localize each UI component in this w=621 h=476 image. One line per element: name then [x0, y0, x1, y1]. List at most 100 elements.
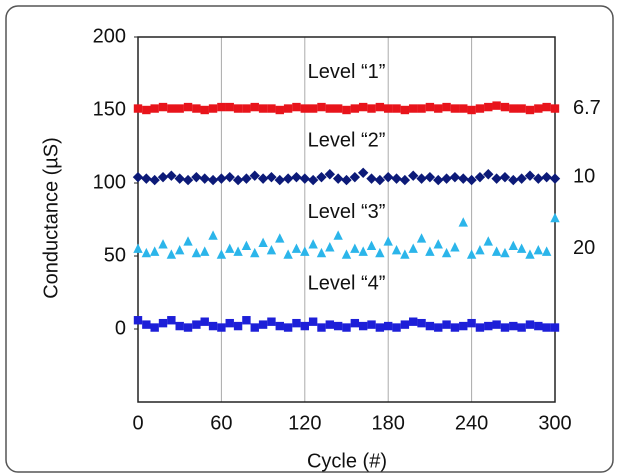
point — [491, 173, 502, 184]
point — [333, 104, 343, 113]
point — [392, 323, 401, 332]
point — [475, 104, 485, 113]
point — [282, 173, 294, 184]
point — [433, 239, 443, 249]
point — [208, 321, 218, 331]
point — [499, 171, 511, 183]
point — [200, 105, 209, 115]
point — [258, 104, 268, 113]
series-label: Level “3” — [308, 201, 386, 223]
point — [442, 320, 451, 329]
point — [542, 102, 551, 112]
point — [157, 171, 169, 183]
point — [508, 240, 518, 250]
right-label: 10 — [573, 165, 595, 187]
point — [434, 104, 443, 113]
point — [442, 102, 451, 112]
point — [258, 237, 268, 248]
point — [142, 320, 151, 329]
point — [300, 321, 309, 331]
point — [516, 243, 527, 253]
point — [500, 102, 510, 112]
x-tick-label: 120 — [288, 412, 321, 434]
point — [149, 174, 160, 186]
point — [541, 171, 552, 183]
point — [217, 102, 226, 112]
point — [400, 320, 410, 329]
point — [400, 105, 410, 115]
point — [341, 249, 352, 259]
x-tick-label: 0 — [132, 412, 143, 434]
point — [383, 171, 394, 183]
point — [242, 104, 251, 113]
point — [534, 321, 543, 331]
point — [183, 323, 193, 332]
point — [225, 318, 234, 328]
point — [433, 174, 444, 186]
point — [517, 104, 526, 113]
point — [133, 104, 143, 113]
point — [350, 318, 360, 328]
point — [466, 174, 477, 186]
point — [467, 105, 476, 115]
point — [516, 173, 527, 184]
point — [307, 174, 319, 186]
point — [266, 244, 277, 255]
point — [392, 104, 401, 113]
point — [217, 323, 226, 332]
right-label: 6.7 — [573, 97, 601, 119]
point — [525, 249, 535, 259]
point — [349, 171, 361, 183]
y-tick-label: 0 — [115, 317, 126, 339]
point — [199, 173, 210, 184]
point — [266, 171, 277, 183]
point — [509, 104, 518, 113]
point — [132, 171, 144, 183]
point — [166, 170, 177, 181]
point — [316, 171, 327, 183]
point — [233, 246, 243, 256]
point — [450, 242, 460, 252]
point — [267, 104, 276, 113]
point — [299, 173, 310, 184]
point — [391, 173, 402, 184]
point — [275, 105, 284, 115]
point — [283, 323, 293, 332]
point — [425, 246, 435, 256]
y-tick-label: 100 — [93, 171, 126, 193]
point — [250, 102, 259, 112]
point — [483, 236, 493, 246]
point — [241, 173, 252, 184]
point — [325, 242, 335, 252]
point — [408, 243, 418, 253]
point — [358, 102, 368, 112]
point — [258, 320, 268, 329]
x-axis-label: Cycle (#) — [307, 450, 387, 472]
point — [533, 244, 544, 255]
point — [434, 323, 443, 332]
point — [484, 102, 493, 112]
point — [534, 104, 543, 113]
point — [291, 243, 302, 253]
point — [417, 104, 426, 113]
point — [383, 236, 393, 246]
point — [150, 323, 159, 332]
point — [525, 320, 535, 329]
point — [208, 104, 218, 113]
point — [492, 320, 501, 329]
point — [416, 173, 427, 184]
point — [308, 239, 318, 249]
point — [367, 320, 376, 329]
point — [358, 246, 368, 256]
point — [317, 323, 326, 332]
point — [475, 244, 485, 255]
point — [425, 102, 435, 112]
point — [416, 233, 427, 243]
x-tick-label: 60 — [210, 412, 232, 434]
point — [174, 173, 185, 184]
point — [466, 249, 477, 259]
point — [409, 317, 418, 326]
point — [375, 323, 385, 332]
y-tick-label: 150 — [93, 98, 126, 120]
